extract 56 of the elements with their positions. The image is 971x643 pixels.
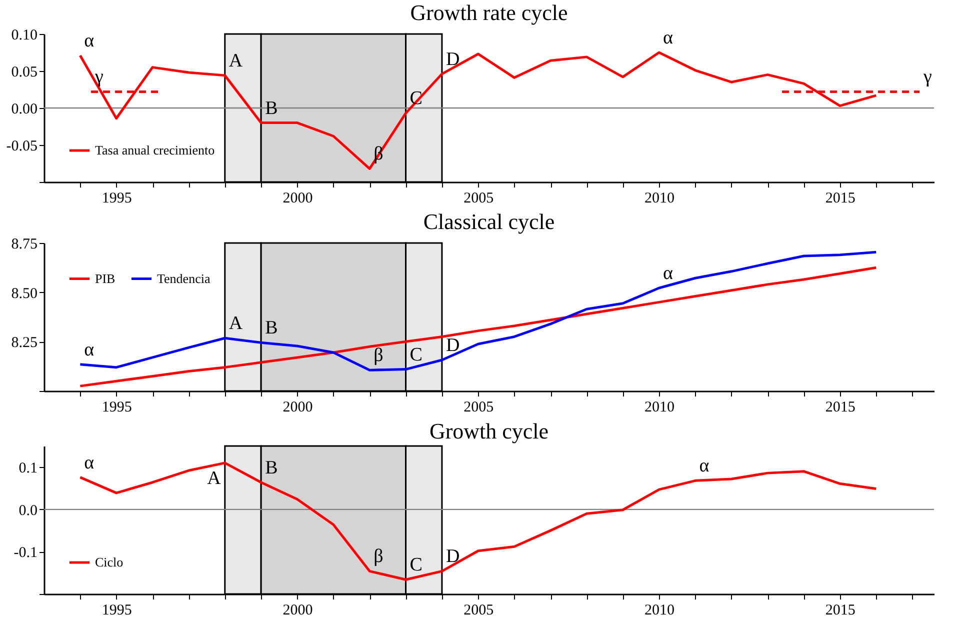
annotation: D xyxy=(446,48,460,70)
annotation: β xyxy=(374,546,384,568)
annotation: γ xyxy=(94,66,104,88)
annotation: C xyxy=(410,344,422,366)
y-tick-label: 0.10 xyxy=(11,28,38,44)
y-tick-label: 8.50 xyxy=(11,286,38,302)
x-tick-label: 1995 xyxy=(102,190,132,206)
y-tick-label: 0.0 xyxy=(18,502,38,519)
annotation: A xyxy=(228,313,243,334)
annotation: C xyxy=(410,554,422,576)
y-tick-label: 8.25 xyxy=(11,335,38,352)
y-tick-label: -0.05 xyxy=(6,138,38,154)
x-tick-label: 2000 xyxy=(282,190,313,206)
x-tick-label: 1995 xyxy=(102,602,132,618)
y-tick-label: 0.00 xyxy=(11,102,38,118)
x-tick-label: 2015 xyxy=(825,190,856,206)
x-tick-label: 2010 xyxy=(644,400,675,416)
line-series xyxy=(78,250,878,372)
annotation: β xyxy=(374,345,384,366)
annotation: α xyxy=(84,30,94,52)
annotation: γ xyxy=(922,66,932,88)
legend-label: Ciclo xyxy=(95,554,124,570)
annotation: D xyxy=(446,335,460,356)
annotation: A xyxy=(207,468,222,489)
x-tick-label: 2015 xyxy=(825,602,856,618)
annotation: A xyxy=(228,50,243,72)
annotation: α xyxy=(663,262,674,284)
y-tick-label: 8.75 xyxy=(11,236,38,252)
chart-title: Growth cycle xyxy=(429,418,549,444)
annotation: B xyxy=(265,457,278,478)
annotation: B xyxy=(265,98,278,119)
annotation: α xyxy=(84,339,94,360)
legend-label: Tendencia xyxy=(157,270,210,286)
x-tick-label: 2005 xyxy=(464,602,494,618)
legend-label: Tasa anual crecimiento xyxy=(95,142,215,158)
x-tick-label: 2010 xyxy=(644,190,675,206)
x-tick-label: 1995 xyxy=(102,400,132,416)
x-tick-label: 2005 xyxy=(464,190,494,206)
x-tick-label: 2000 xyxy=(282,602,313,618)
annotation: α xyxy=(699,456,710,477)
annotation: D xyxy=(446,546,460,568)
annotation: α xyxy=(663,28,674,48)
line-series xyxy=(78,462,878,581)
line-series xyxy=(78,266,878,388)
chart-title: Classical cycle xyxy=(423,209,555,234)
x-tick-label: 2010 xyxy=(644,602,675,618)
x-tick-label: 2005 xyxy=(464,400,494,416)
x-tick-label: 2000 xyxy=(282,400,313,416)
x-tick-label: 2015 xyxy=(825,400,856,416)
annotation: B xyxy=(265,318,278,339)
y-tick-label: 0.1 xyxy=(18,460,38,477)
y-tick-label: -0.1 xyxy=(14,545,38,562)
legend-label: PIB xyxy=(95,270,116,286)
y-tick-label: 0.05 xyxy=(11,64,38,80)
chart-title: Growth rate cycle xyxy=(410,0,568,25)
annotation: α xyxy=(84,452,94,474)
